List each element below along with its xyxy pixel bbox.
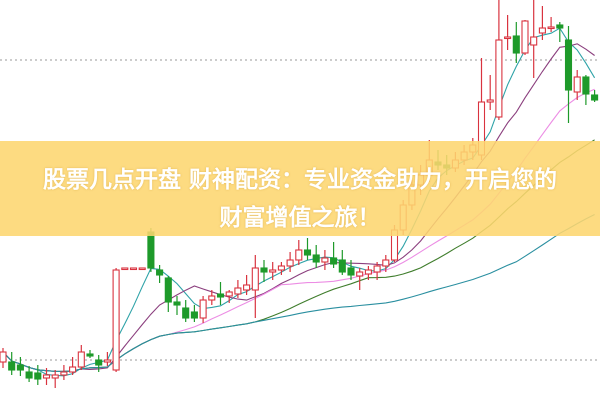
title-line-1: 股票几点开盘 财神配资：专业资金助力，开启您的 [42,167,557,193]
candle-up [121,267,129,271]
candle-up [51,374,59,379]
candle-up [530,36,538,46]
candle-down [564,39,573,91]
candle-up [243,284,251,291]
candle-down [591,94,599,101]
candle-down [8,361,16,371]
candle-down [16,364,24,371]
candle-up [486,99,494,103]
candle-up [138,267,146,271]
candle-up [504,36,512,40]
candle-up [234,287,242,295]
ma60-line [2,214,595,372]
candle-up [42,374,51,379]
candle-up [208,295,216,301]
candle-down [330,257,338,265]
candle-down [164,277,172,303]
candle-up [60,371,68,376]
candle-up [573,76,581,93]
candle-up [251,267,259,291]
candle-up [112,269,120,371]
candle-down [556,24,564,29]
candle-down [582,76,590,95]
candle-up [0,351,7,363]
candle-down [182,307,190,319]
candle-down [190,311,198,319]
title-banner [0,141,600,236]
candle-up [495,39,503,118]
article-title: 股票几点开盘 财神配资：专业资金助力，开启您的 财富增值之旅！ [0,161,600,237]
candle-up [364,269,372,275]
candle-up [547,26,555,30]
candle-down [512,35,520,54]
candle-down [312,254,320,263]
candle-down [338,259,346,273]
candle-down [86,353,94,357]
candle-down [173,301,181,306]
candle-down [95,359,103,366]
candle-up [199,299,207,319]
candle-down [303,249,312,256]
candle-up [77,351,85,368]
candle-up [277,265,285,271]
candle-up [129,267,138,271]
candle-up [373,265,381,273]
candle-up [356,271,364,277]
candle-up [69,366,77,373]
candle-up [321,257,329,263]
candle-up [521,20,529,54]
candle-up [269,269,277,273]
candle-up [382,259,390,267]
candle-down [25,371,33,379]
candle-down [147,231,155,269]
candle-down [156,269,164,276]
candle-up [538,27,546,34]
candle-up [225,291,233,297]
candle-up [295,249,303,261]
title-line-2: 财富增值之旅！ [219,205,381,231]
candle-up [286,259,294,267]
candle-down [216,293,225,298]
candle-down [260,267,268,273]
candle-down [34,372,42,380]
candle-up [103,359,111,363]
candle-down [347,267,355,276]
